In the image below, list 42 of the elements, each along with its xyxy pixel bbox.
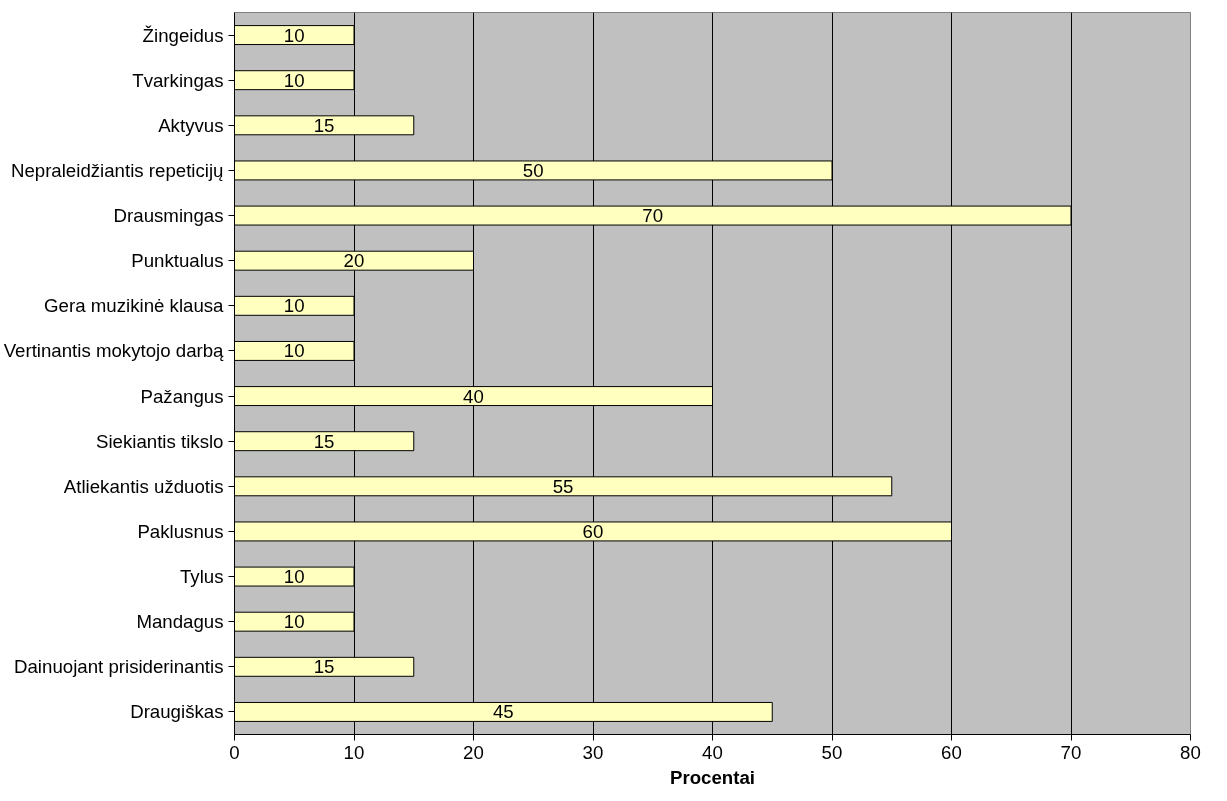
data-label: 55: [552, 475, 574, 497]
y-tick-label: Drausmingas: [113, 205, 224, 227]
y-tick-label: Punktualus: [131, 250, 224, 272]
y-tick-label: Mandagus: [136, 611, 224, 633]
data-label: 70: [642, 205, 664, 227]
x-tick-label: 60: [941, 741, 962, 763]
x-tick-label: 30: [582, 741, 604, 763]
x-tick-label: 20: [463, 741, 484, 763]
data-label: 10: [283, 69, 305, 91]
y-tick-label: Aktyvus: [158, 114, 224, 136]
data-label: 10: [283, 566, 305, 588]
x-tick-label: 0: [229, 741, 240, 763]
data-label: 15: [313, 114, 335, 136]
x-tick-label: 50: [821, 741, 843, 763]
y-tick-label: Siekiantis tikslo: [95, 430, 224, 452]
y-tick-label: Tylus: [179, 566, 224, 588]
data-label: 60: [582, 520, 604, 542]
data-label: 15: [313, 430, 335, 452]
y-tick-label: Dainuojant prisiderinantis: [14, 656, 224, 678]
y-tick-label: Žingeidus: [142, 24, 224, 46]
data-label: 10: [283, 340, 305, 362]
data-label: 10: [283, 611, 305, 633]
data-label: 10: [283, 295, 305, 317]
y-tick-label: Tvarkingas: [132, 69, 224, 91]
x-tick-label: 10: [343, 741, 365, 763]
x-tick-label: 70: [1060, 741, 1082, 763]
x-axis-title: Procentai: [669, 766, 756, 788]
y-tick-label: Atliekantis užduotis: [63, 475, 224, 497]
y-tick-label: Vertinantis mokytojo darbą: [3, 340, 225, 362]
data-label: 45: [493, 701, 514, 723]
data-label: 10: [283, 24, 305, 46]
x-tick-label: 40: [702, 741, 723, 763]
y-tick-label: Pažangus: [140, 385, 224, 407]
y-tick-label: Draugiškas: [130, 701, 224, 723]
y-tick-label: Gera muzikinė klausa: [44, 295, 225, 317]
y-tick-label: Nepraleidžiantis repeticijų: [10, 159, 224, 181]
data-label: 20: [343, 250, 365, 272]
y-tick-label: Paklusnus: [137, 520, 224, 542]
data-label: 40: [463, 385, 484, 407]
x-tick-label: 80: [1180, 741, 1201, 763]
data-label: 50: [522, 159, 544, 181]
data-label: 15: [313, 656, 335, 678]
